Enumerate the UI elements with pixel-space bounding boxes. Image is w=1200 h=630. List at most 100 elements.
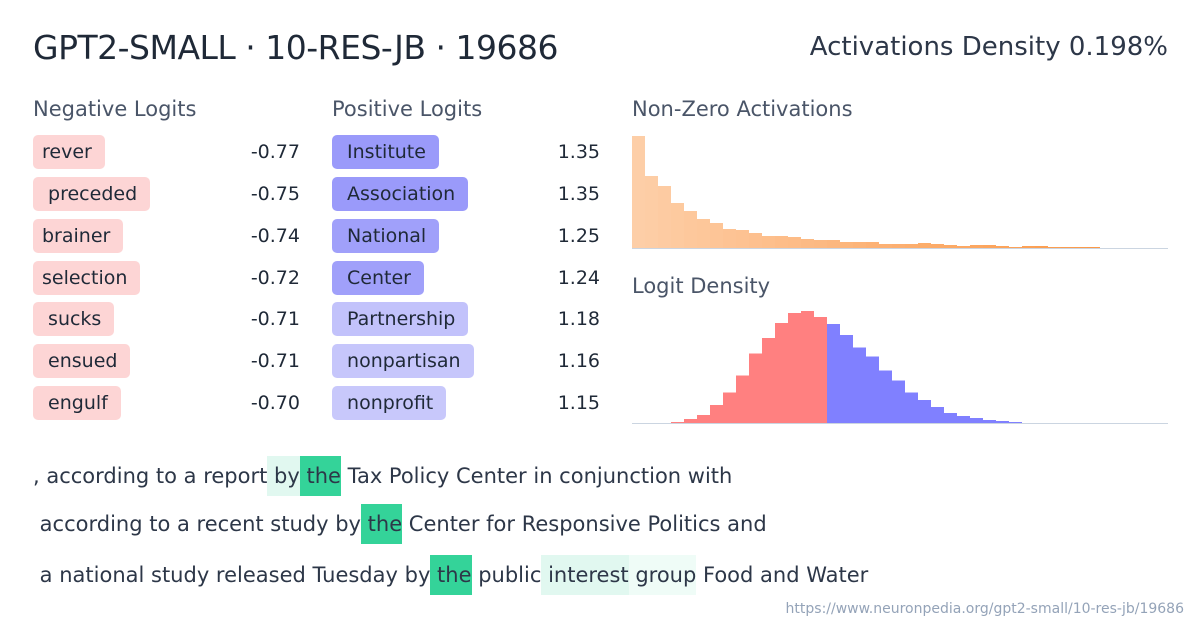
activation-bar xyxy=(775,236,788,248)
highlighted-token[interactable]: interest xyxy=(541,555,629,595)
token-pill: rever xyxy=(33,135,105,169)
activation-bar xyxy=(801,239,814,248)
logit-value: -0.71 xyxy=(250,350,300,372)
logit-value: 1.25 xyxy=(557,225,600,247)
activation-bar xyxy=(996,246,1009,248)
negative-logit-bar xyxy=(684,418,697,423)
logit-row: Association xyxy=(332,177,469,211)
logit-value: 1.18 xyxy=(557,308,600,330)
activation-bar xyxy=(736,230,749,248)
negative-logit-bar xyxy=(736,375,749,423)
highlighted-token[interactable]: the xyxy=(360,504,403,544)
logit-value: 1.16 xyxy=(557,350,600,372)
positive-logit-bar xyxy=(879,370,892,423)
activation-bar xyxy=(723,229,736,248)
activation-bar xyxy=(814,240,827,248)
activation-bar xyxy=(866,242,879,248)
logit-density-title: Logit Density xyxy=(632,274,771,298)
activation-bar xyxy=(658,186,671,248)
token[interactable]: according to a recent study by xyxy=(33,512,361,536)
logit-value: 1.35 xyxy=(557,141,600,163)
activation-bar xyxy=(645,176,658,248)
token-pill: selection xyxy=(33,261,141,295)
activation-bar xyxy=(983,245,996,248)
negative-logit-bar xyxy=(814,317,827,423)
logit-row: National xyxy=(332,219,440,253)
negative-logit-bar xyxy=(710,404,723,423)
token-pill: Institute xyxy=(332,135,439,169)
activation-bar xyxy=(944,245,957,248)
positive-logit-bar xyxy=(944,412,957,423)
activation-bar xyxy=(749,233,762,248)
token[interactable]: a national study released Tuesday by xyxy=(33,563,431,587)
highlighted-token[interactable]: by xyxy=(267,456,300,496)
activation-bar xyxy=(827,240,840,248)
negative-logit-bar xyxy=(723,392,736,423)
logit-value: -0.72 xyxy=(250,267,300,289)
activation-density: Activations Density 0.198% xyxy=(809,32,1168,62)
activation-bar xyxy=(1035,246,1048,248)
token[interactable]: Tax Policy Center in conjunction with xyxy=(340,464,733,488)
logit-row: nonpartisan xyxy=(332,344,474,378)
positive-logit-bar xyxy=(866,356,879,423)
activation-bar xyxy=(892,244,905,248)
activation-bar xyxy=(1061,247,1074,248)
logit-row: Institute xyxy=(332,135,439,169)
token-pill: Association xyxy=(332,177,469,211)
activations-histogram xyxy=(632,136,1168,249)
token-pill: Center xyxy=(332,261,424,295)
highlighted-token[interactable]: the xyxy=(430,555,472,595)
positive-logit-bar xyxy=(983,419,996,423)
logit-value: -0.70 xyxy=(250,392,300,414)
token-pill: Partnership xyxy=(332,302,469,336)
example-line[interactable]: according to a recent study by the Cente… xyxy=(33,504,767,544)
activation-bar xyxy=(853,242,866,248)
token[interactable]: Center for Responsive Politics and xyxy=(402,512,767,536)
activation-bar xyxy=(879,244,892,248)
positive-logit-bar xyxy=(931,406,944,423)
token-pill: brainer xyxy=(33,219,124,253)
source-url[interactable]: https://www.neuronpedia.org/gpt2-small/1… xyxy=(785,601,1184,617)
activation-bar xyxy=(918,243,931,248)
token[interactable]: public xyxy=(471,563,542,587)
logit-density-histogram xyxy=(632,311,1168,424)
activations-histogram-title: Non-Zero Activations xyxy=(632,97,853,121)
highlighted-token[interactable]: group xyxy=(628,555,697,595)
positive-logit-bar xyxy=(1009,421,1022,423)
activation-bar xyxy=(697,219,710,248)
activation-bar xyxy=(970,245,983,248)
logit-value: 1.35 xyxy=(557,183,600,205)
positive-logits-title: Positive Logits xyxy=(332,97,483,121)
logit-value: -0.74 xyxy=(250,225,300,247)
logit-row: Center xyxy=(332,261,424,295)
logit-row: Partnership xyxy=(332,302,469,336)
page-title: GPT2-SMALL · 10-RES-JB · 19686 xyxy=(33,28,558,67)
token-pill: engulf xyxy=(33,386,121,420)
logit-row: ensued xyxy=(33,344,131,378)
activation-bar xyxy=(671,203,684,248)
token[interactable]: , according to a report xyxy=(33,464,268,488)
activation-bar xyxy=(762,236,775,248)
activation-bar xyxy=(957,246,970,248)
logit-value: -0.77 xyxy=(250,141,300,163)
negative-logit-bar xyxy=(788,313,801,423)
activation-bar xyxy=(1087,247,1100,248)
positive-logit-bar xyxy=(918,399,931,423)
token-pill: preceded xyxy=(33,177,151,211)
logit-value: 1.24 xyxy=(557,267,600,289)
positive-logit-bar xyxy=(827,324,840,423)
logit-row: brainer xyxy=(33,219,124,253)
activation-bar xyxy=(840,242,853,248)
token-pill: nonpartisan xyxy=(332,344,474,378)
logit-row: nonprofit xyxy=(332,386,447,420)
example-line[interactable]: , according to a report by the Tax Polic… xyxy=(33,456,732,496)
highlighted-token[interactable]: the xyxy=(299,456,341,496)
activation-bar xyxy=(1074,247,1087,248)
token[interactable]: Food and Water xyxy=(696,563,869,587)
token-pill: nonprofit xyxy=(332,386,447,420)
logit-value: -0.75 xyxy=(250,183,300,205)
negative-logit-bar xyxy=(697,414,710,423)
example-line[interactable]: a national study released Tuesday by the… xyxy=(33,555,868,595)
logit-row: selection xyxy=(33,261,141,295)
